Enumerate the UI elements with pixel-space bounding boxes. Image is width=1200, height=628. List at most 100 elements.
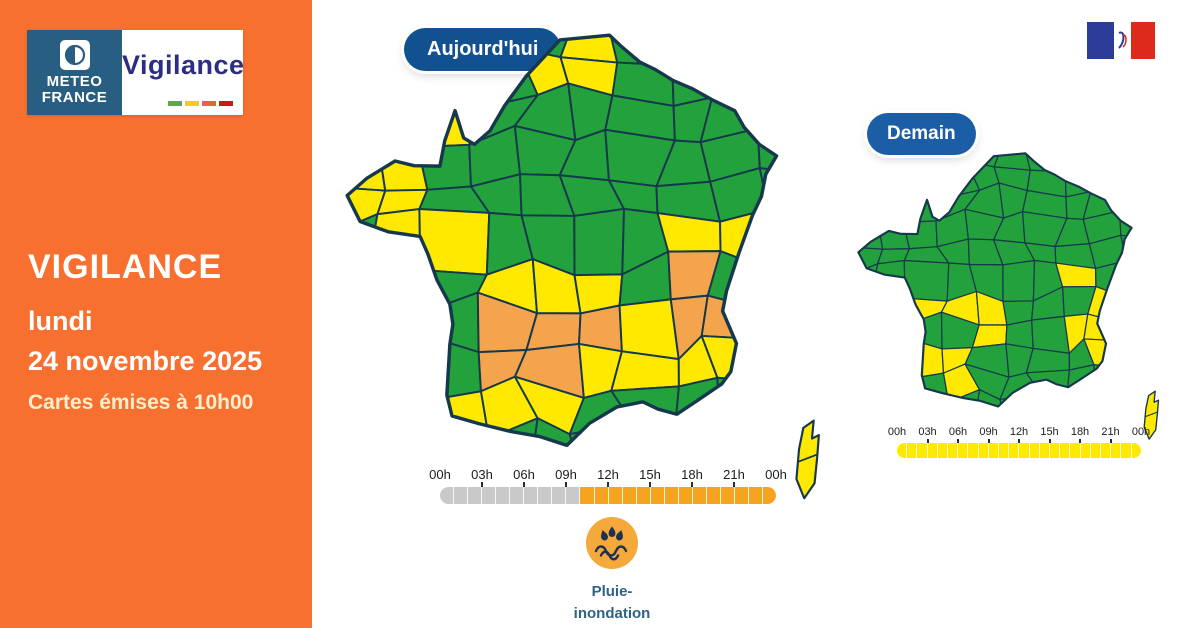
department-cell [1122, 153, 1132, 168]
department-cell [618, 298, 680, 361]
timeline-tomorrow: 00h 03h 06h 09h 12h 15h 18h 21h 00h [888, 426, 1150, 464]
flag-white-band [1114, 22, 1131, 59]
department-cell [858, 401, 883, 407]
timeline-hour-label: 00h [765, 467, 787, 482]
timeline-segment [917, 443, 928, 458]
department-cell [366, 208, 422, 271]
department-cell [762, 35, 777, 59]
timeline-segment [1050, 443, 1061, 458]
department-cell [347, 85, 390, 146]
department-cell [858, 363, 889, 405]
department-cell [1120, 234, 1132, 265]
department-cell [700, 294, 771, 341]
timeline-segment [1121, 443, 1132, 458]
level-bar [168, 101, 182, 106]
department-cell [870, 296, 910, 325]
timeline-bar [440, 487, 776, 504]
timeline-hour-label: 06h [513, 467, 535, 482]
timeline-segment [608, 487, 623, 504]
phenomenon-label: Pluie- inondation [573, 583, 651, 622]
timeline-hour-labels: 00h 03h 06h 09h 12h 15h 18h 21h 00h [888, 426, 1150, 441]
department-cell [1114, 287, 1132, 325]
timeline-segment [763, 487, 776, 504]
timeline-segment [1080, 443, 1091, 458]
gov-flag-logo [1087, 22, 1155, 59]
timeline-segment [622, 487, 637, 504]
date-label: 24 novembre 2025 [28, 346, 263, 376]
timeline-segment [927, 443, 938, 458]
timeline-segment [510, 487, 525, 504]
department-cell [1058, 398, 1097, 407]
timeline-segment [706, 487, 721, 504]
corsica [795, 419, 820, 500]
timeline-segment [580, 487, 595, 504]
timeline-bar [897, 443, 1141, 458]
phenomenon-card: Pluie- inondation [556, 517, 668, 625]
timeline-segment [482, 487, 497, 504]
timeline-hour-label: 09h [979, 426, 998, 438]
department-cell [703, 35, 776, 45]
timeline-segment [734, 487, 750, 504]
timeline-segment [897, 443, 908, 458]
timeline-segment [1131, 443, 1141, 458]
department-cell [876, 153, 911, 167]
department-cell [421, 44, 487, 108]
timeline-segment [650, 487, 665, 504]
department-cell [876, 159, 916, 189]
department-cell [662, 35, 706, 67]
department-cell [1002, 259, 1036, 303]
level-bar [219, 101, 233, 106]
badge-tomorrow: Demain [867, 113, 976, 155]
department-cell [858, 342, 889, 378]
department-cell [1085, 157, 1131, 193]
marianne-icon [1118, 31, 1127, 49]
department-cell [347, 340, 395, 399]
timeline-segment [978, 443, 989, 458]
timeline-segment [1019, 443, 1030, 458]
timeline-segment [1029, 443, 1040, 458]
department-cell [858, 159, 886, 190]
department-cell [756, 88, 777, 144]
department-cell [716, 376, 771, 443]
timeline-hour-label: 06h [948, 426, 968, 438]
department-cell [375, 35, 430, 56]
timeline-segment [594, 487, 609, 504]
department-cell [875, 209, 911, 250]
rain-flood-icon [586, 517, 638, 569]
department-cell [421, 35, 481, 56]
department-cell [610, 385, 680, 435]
timeline-segment [440, 487, 455, 504]
timeline-segment [1090, 443, 1102, 458]
department-cell [374, 85, 437, 149]
vigilance-wordmark: Vigilance [122, 50, 245, 80]
department-cell [1119, 340, 1132, 368]
timeline-hour-label: 09h [555, 467, 577, 482]
meteo-france-vigilance-logo: METEO FRANCE Vigilance [27, 30, 245, 115]
timeline-hour-label: 18h [681, 467, 703, 482]
timeline-hour-labels: 00h 03h 06h 09h 12h 15h 18h 21h 00h [429, 467, 787, 482]
timeline-segment [988, 443, 1000, 458]
department-cell [875, 184, 916, 223]
vigilance-level-bars [168, 101, 233, 106]
department-cell [1082, 399, 1128, 407]
meteo-france-logo: METEO FRANCE [27, 30, 122, 115]
timeline-hour-label: 21h [1101, 426, 1120, 438]
timeline-segment [566, 487, 581, 504]
timeline-segment [1060, 443, 1071, 458]
department-cell [858, 312, 887, 350]
timeline-segment [692, 487, 707, 504]
department-cell [703, 42, 775, 99]
badge-today: Aujourd'hui [404, 28, 562, 71]
timeline-segment [1070, 443, 1081, 458]
department-cell [1031, 315, 1070, 354]
timeline-segment [678, 487, 693, 504]
department-cell [573, 207, 625, 277]
meteo-france-wordmark: METEO FRANCE [41, 72, 108, 106]
department-cell [940, 153, 972, 162]
timeline-segment [907, 443, 918, 458]
department-cell [880, 363, 920, 405]
flag-blue-band [1087, 22, 1114, 59]
weekday-label: lundi [28, 306, 93, 336]
timeline-segment [968, 443, 979, 458]
timeline-segment [496, 487, 511, 504]
